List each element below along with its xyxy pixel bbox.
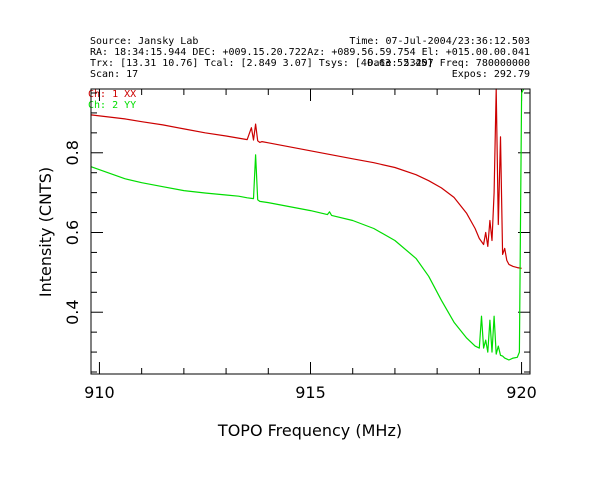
header-temperatures: Trx: [13.31 10.76] Tcal: [2.849 3.07] Ts… bbox=[90, 58, 434, 69]
header-time: Time: 07-Jul-2004/23:36:12.503 bbox=[349, 36, 530, 47]
legend-ch2: Ch: 2 YY bbox=[88, 100, 137, 111]
header-azimuth: Az: +089.56.59.754 El: +015.00.00.041 bbox=[307, 47, 530, 58]
header-date-freq: Date: 53207 Freq: 780000000 bbox=[367, 58, 530, 69]
header-source: Source: Jansky Lab bbox=[90, 36, 199, 47]
header-scan: Scan: 17 bbox=[90, 69, 139, 80]
y-tick-label: 0.8 bbox=[63, 140, 82, 165]
header-coordinates: RA: 18:34:15.944 DEC: +009.15.20.722 bbox=[90, 47, 307, 58]
series-line-ch1 bbox=[90, 88, 522, 269]
y-tick-label: 0.6 bbox=[63, 220, 82, 245]
x-tick-label: 920 bbox=[506, 383, 537, 402]
y-tick-label: 0.4 bbox=[63, 299, 82, 324]
x-tick-label: 910 bbox=[84, 383, 115, 402]
series-line-ch2 bbox=[90, 88, 525, 361]
header-exposure: Expos: 292.79 bbox=[451, 69, 530, 80]
legend-ch1: Ch: 1 XX bbox=[88, 89, 137, 100]
plot-frame bbox=[90, 88, 531, 375]
x-axis-label: TOPO Frequency (MHz) bbox=[217, 421, 402, 440]
x-tick-label: 915 bbox=[295, 383, 326, 402]
y-axis-label: Intensity (CNTS) bbox=[36, 167, 55, 297]
